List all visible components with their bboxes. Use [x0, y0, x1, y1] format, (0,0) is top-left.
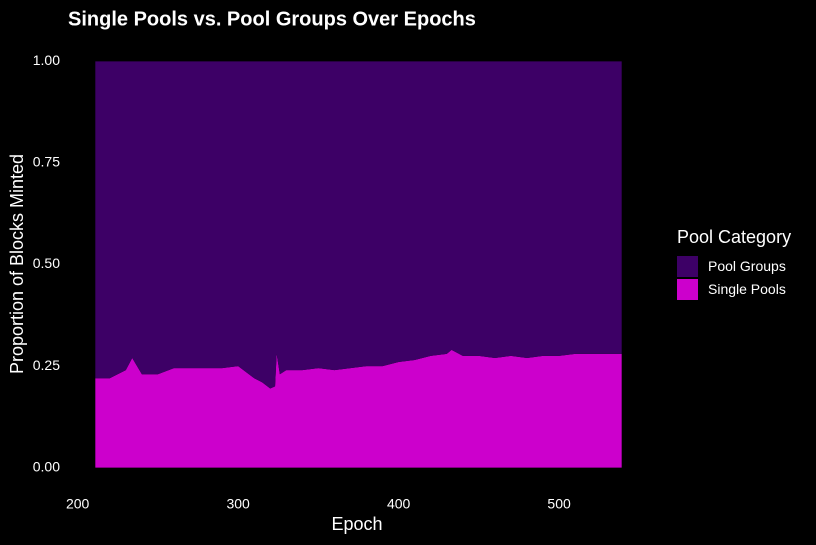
x-tick-label: 400	[387, 496, 411, 512]
legend-label: Single Pools	[708, 281, 786, 297]
area	[95, 61, 622, 389]
y-tick-label: 0.25	[33, 357, 60, 373]
y-tick-label: 0.50	[33, 255, 60, 271]
legend-swatch	[677, 279, 698, 300]
chart-title: Single Pools vs. Pool Groups Over Epochs	[68, 8, 476, 30]
x-tick-label: 500	[547, 496, 571, 512]
x-tick-label: 300	[226, 496, 250, 512]
y-axis-label: Proportion of Blocks Minted	[7, 154, 27, 374]
area	[95, 349, 622, 468]
legend-swatch	[677, 256, 698, 277]
legend-title: Pool Category	[677, 227, 791, 247]
x-axis-label: Epoch	[331, 514, 382, 534]
legend-label: Pool Groups	[708, 258, 786, 274]
x-tick-label: 200	[66, 496, 90, 512]
y-tick-label: 1.00	[33, 52, 60, 68]
y-tick-label: 0.00	[33, 458, 60, 474]
y-tick-label: 0.75	[33, 154, 60, 170]
